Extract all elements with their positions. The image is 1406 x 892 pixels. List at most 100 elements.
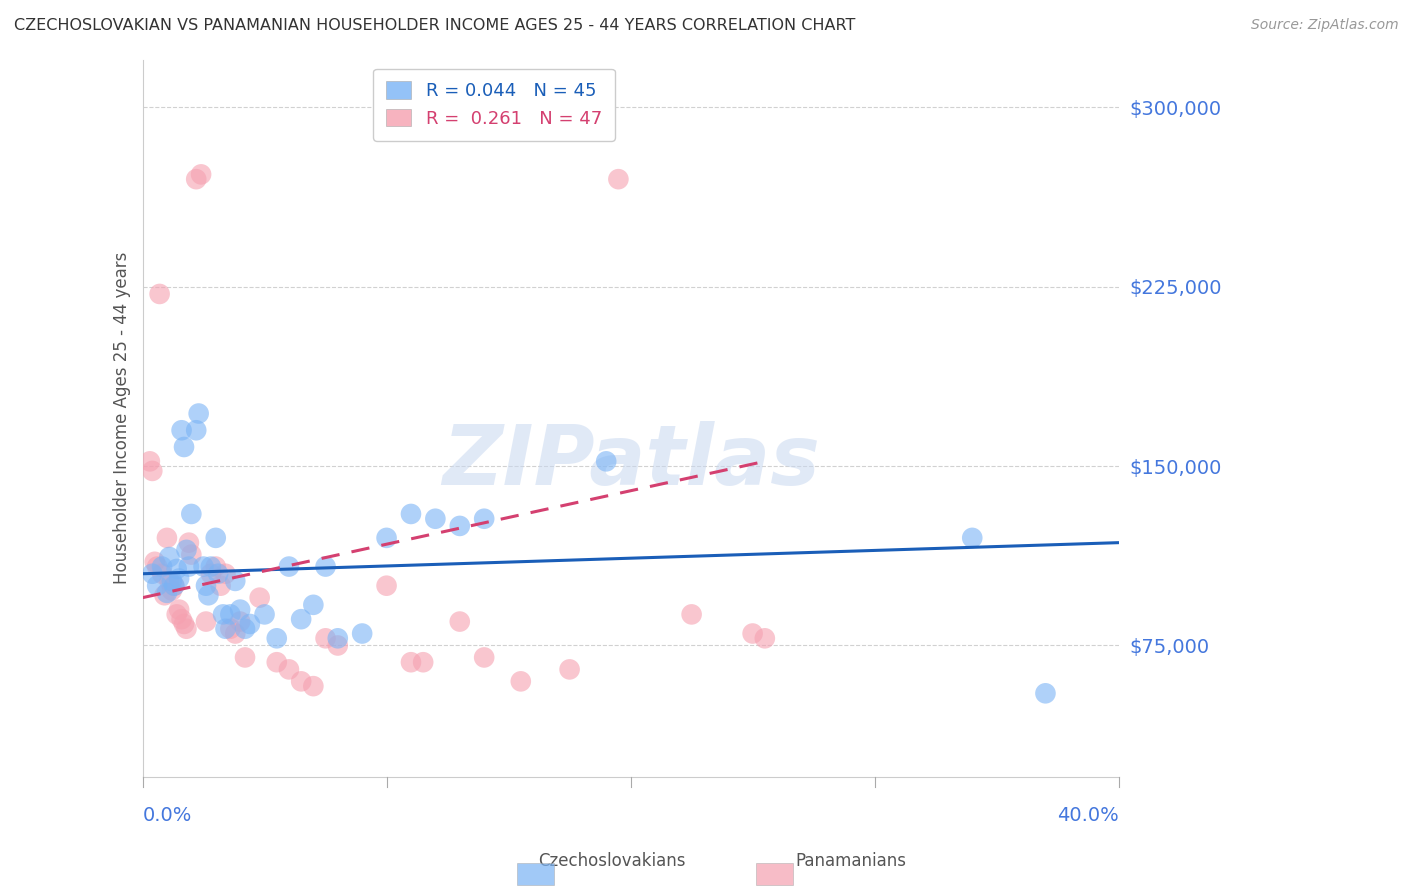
Point (266, 655, 288, 669)
Point (233, 650, 256, 665)
Point (139, 454, 162, 468)
Point (143, 555, 166, 569)
Point (509, 674, 531, 689)
Point (229, 615, 252, 629)
Point (177, 535, 200, 549)
Point (754, 632, 776, 646)
Point (449, 615, 471, 629)
Point (167, 602, 190, 616)
Point (187, 407, 209, 421)
Point (146, 579, 169, 593)
Legend: R = 0.044   N = 45, R =  0.261   N = 47: R = 0.044 N = 45, R = 0.261 N = 47 (374, 69, 614, 141)
Point (229, 602, 252, 616)
Point (219, 607, 242, 622)
Point (180, 548, 202, 562)
Point (160, 574, 183, 588)
Point (266, 632, 288, 646)
Point (153, 588, 176, 602)
Point (176, 542, 198, 557)
Point (607, 172, 630, 186)
Point (375, 531, 398, 545)
Y-axis label: Householder Income Ages 25 - 44 years: Householder Income Ages 25 - 44 years (114, 252, 131, 584)
Text: Panamanians: Panamanians (796, 852, 905, 870)
Point (200, 559, 222, 574)
Point (412, 655, 434, 669)
Point (156, 586, 179, 600)
Point (150, 566, 173, 581)
Point (326, 632, 349, 646)
Text: CZECHOSLOVAKIAN VS PANAMANIAN HOUSEHOLDER INCOME AGES 25 - 44 YEARS CORRELATION : CZECHOSLOVAKIAN VS PANAMANIAN HOUSEHOLDE… (14, 18, 855, 33)
Point (190, 167, 212, 181)
Point (163, 579, 186, 593)
Point (315, 632, 337, 646)
Point (219, 622, 242, 636)
Point (278, 559, 301, 574)
Point (170, 612, 193, 626)
Point (149, 287, 172, 301)
Point (186, 423, 208, 437)
Text: 0.0%: 0.0% (142, 805, 191, 825)
Point (681, 607, 703, 622)
Point (214, 566, 236, 581)
Point (239, 617, 262, 632)
Point (207, 566, 229, 581)
Point (302, 598, 325, 612)
Point (186, 172, 208, 186)
Point (195, 615, 218, 629)
Point (176, 622, 198, 636)
Point (212, 607, 235, 622)
Point (173, 617, 195, 632)
Point (141, 566, 163, 581)
Point (224, 626, 246, 640)
Point (177, 559, 200, 574)
Point (195, 579, 218, 593)
Point (163, 579, 186, 593)
Point (157, 574, 180, 588)
Point (278, 662, 301, 676)
Point (209, 579, 232, 593)
Point (399, 655, 422, 669)
Point (233, 622, 256, 636)
Point (425, 512, 447, 526)
Point (197, 588, 219, 602)
Point (253, 607, 276, 622)
Point (315, 559, 337, 574)
Point (141, 464, 163, 478)
Point (167, 572, 190, 586)
Point (170, 423, 193, 437)
Point (472, 650, 495, 665)
Point (146, 559, 169, 574)
Point (326, 639, 349, 653)
Point (741, 626, 763, 640)
Point (200, 566, 222, 581)
Point (157, 549, 180, 564)
Point (352, 626, 374, 640)
Point (160, 583, 183, 598)
Point (214, 622, 236, 636)
Point (595, 454, 617, 468)
Point (1035, 686, 1057, 700)
Point (150, 559, 173, 574)
Point (166, 607, 188, 622)
Point (472, 512, 495, 526)
Point (399, 507, 422, 521)
Point (173, 440, 195, 454)
Point (290, 674, 312, 689)
Text: Source: ZipAtlas.com: Source: ZipAtlas.com (1251, 18, 1399, 32)
Point (249, 591, 271, 605)
Point (224, 574, 246, 588)
Point (449, 519, 471, 533)
Point (290, 612, 312, 626)
Point (960, 531, 983, 545)
Point (204, 531, 226, 545)
Point (193, 559, 215, 574)
Point (156, 531, 179, 545)
Text: Czechoslovakians: Czechoslovakians (538, 852, 685, 870)
Point (302, 679, 325, 693)
Point (166, 562, 188, 576)
Point (375, 579, 398, 593)
Text: ZIPatlas: ZIPatlas (441, 421, 820, 502)
Point (204, 559, 226, 574)
Point (558, 662, 581, 676)
Point (180, 507, 202, 521)
